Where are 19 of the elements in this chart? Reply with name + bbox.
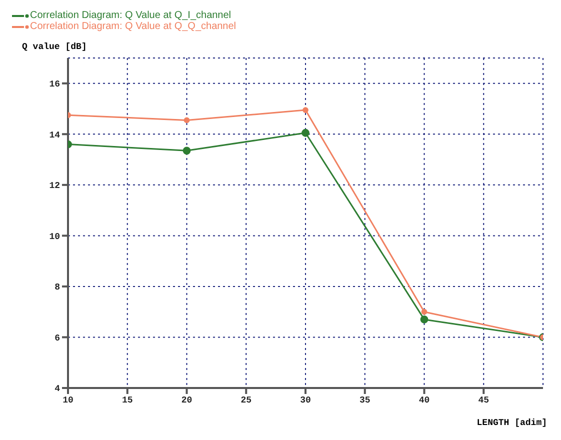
x-tick-label: 35 (359, 395, 370, 406)
y-tick-label: 14 (49, 130, 61, 140)
y-tick-label: 4 (54, 384, 61, 394)
x-tick-label: 45 (478, 395, 490, 406)
x-tick-label: 10 (62, 395, 74, 406)
x-tick-label: 15 (122, 395, 133, 406)
y-tick-label: 8 (54, 282, 60, 293)
x-tick-label: 30 (300, 395, 311, 406)
x-axis-title: LENGTH [adim] (476, 418, 547, 428)
y-tick-label: 10 (49, 232, 60, 242)
x-tick-label: 20 (181, 395, 192, 406)
legend-label: Correlation Diagram: Q Value at Q_Q_channel (30, 21, 236, 32)
y-axis-title: Q value [dB] (22, 42, 88, 52)
x-tick-label: 25 (240, 395, 252, 406)
y-tick-label: 6 (54, 333, 60, 344)
legend-label: Correlation Diagram: Q Value at Q_I_channel (30, 10, 232, 21)
y-tick-label: 16 (49, 80, 60, 90)
y-tick-label: 12 (49, 181, 60, 192)
x-tick-label: 40 (418, 395, 430, 406)
